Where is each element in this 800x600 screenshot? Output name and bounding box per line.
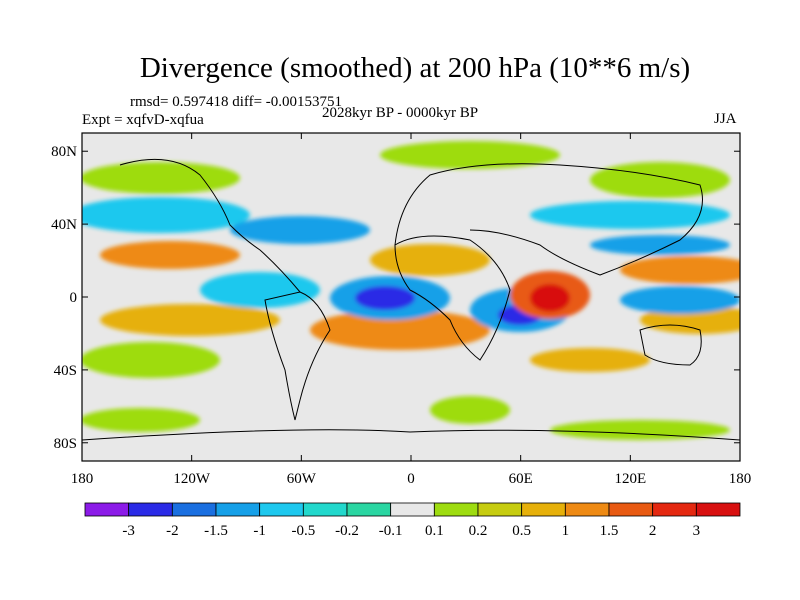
colorbar-swatch <box>521 502 566 517</box>
contour-patch <box>620 286 740 314</box>
lat-tick-label: 80N <box>51 144 77 160</box>
coastline-antarctica <box>82 429 740 441</box>
lat-tick-label: 80S <box>54 436 77 452</box>
contour-patch <box>620 256 740 284</box>
colorbar-label: -0.2 <box>335 523 359 539</box>
colorbar-swatch <box>84 502 130 517</box>
contour-patch <box>590 162 730 198</box>
coastline-africa <box>394 235 511 361</box>
contour-patch <box>550 420 730 440</box>
season-label: JJA <box>714 111 737 127</box>
colorbar-label: -0.1 <box>379 523 403 539</box>
colorbar-swatch <box>477 502 523 517</box>
colorbar-swatch <box>433 502 479 517</box>
colorbar-swatch <box>171 502 217 517</box>
colorbar-label: -1.5 <box>204 523 228 539</box>
lon-tick-label: 180 <box>71 471 94 487</box>
contour-fill-layer <box>82 141 740 440</box>
colorbar-swatch <box>652 502 697 517</box>
lon-tick-label: 60W <box>287 471 317 487</box>
colorbar: -3 -2 -1.5 -1 -0.5 -0.2 -0.1 0.1 0.2 0.5 1 1.5 2 3 <box>84 502 741 539</box>
contour-patch <box>100 241 240 269</box>
colorbar-swatch <box>215 502 261 517</box>
lat-tick-label: 40S <box>54 363 77 379</box>
contour-patch <box>380 141 560 169</box>
contour-patch <box>530 201 730 229</box>
chart-title: Divergence (smoothed) at 200 hPa (10**6 … <box>139 52 691 84</box>
colorbar-label: -0.5 <box>291 523 315 539</box>
lon-tick-label: 120E <box>614 471 646 487</box>
colorbar-swatch <box>259 502 304 517</box>
colorbar-label: -1 <box>253 523 266 539</box>
colorbar-label: -3 <box>122 523 135 539</box>
colorbar-swatch <box>564 502 610 517</box>
contour-patch <box>82 197 250 233</box>
lon-tick-label: 180 <box>729 471 752 487</box>
colorbar-label: -2 <box>166 523 179 539</box>
colorbar-label: 2 <box>649 523 657 539</box>
coastlines <box>82 158 740 441</box>
coastline-australia <box>639 324 702 366</box>
contour-patch <box>590 235 730 255</box>
period-label: 2028kyr BP - 0000kyr BP <box>322 105 479 121</box>
contour-patch <box>530 348 650 372</box>
colorbar-swatch <box>695 502 741 517</box>
contour-patch <box>530 284 570 312</box>
colorbar-label: 1.5 <box>600 523 619 539</box>
contour-patch <box>82 162 240 194</box>
lon-tick-label: 120W <box>173 471 211 487</box>
contour-patch <box>82 408 200 432</box>
lat-tick-label: 0 <box>70 290 78 306</box>
experiment-label: Expt = xqfvD-xqfua <box>82 112 204 128</box>
contour-patch <box>230 216 370 244</box>
map-field <box>82 133 740 461</box>
colorbar-label: 0.2 <box>469 523 488 539</box>
coastline-south-america <box>264 291 331 421</box>
contour-patch <box>430 396 510 424</box>
contour-patch <box>82 342 220 378</box>
lat-tick-label: 40N <box>51 217 77 233</box>
coastline-north-america <box>119 158 301 293</box>
stats-label: rmsd= 0.597418 diff= -0.00153751 <box>130 94 343 110</box>
contour-patch <box>200 272 320 308</box>
latitude-axis: 80N 40N 0 40S 80S <box>51 144 740 452</box>
colorbar-swatch <box>608 502 654 517</box>
colorbar-swatch <box>346 502 392 517</box>
lon-tick-label: 60E <box>509 471 533 487</box>
contour-patch <box>355 286 415 310</box>
colorbar-label: 1 <box>562 523 570 539</box>
lon-tick-label: 0 <box>407 471 415 487</box>
colorbar-label: 0.5 <box>512 523 531 539</box>
coastline-eurasia <box>394 163 703 276</box>
contour-patch <box>310 310 490 350</box>
colorbar-label: 3 <box>693 523 701 539</box>
colorbar-swatch <box>302 502 348 517</box>
colorbar-label: 0.1 <box>425 523 444 539</box>
longitude-axis: 180 120W 60W 0 60E 120E 180 <box>71 133 752 487</box>
colorbar-swatch <box>128 502 173 517</box>
colorbar-swatch <box>390 502 435 517</box>
contour-patch <box>370 244 490 276</box>
contour-patch <box>100 304 280 336</box>
